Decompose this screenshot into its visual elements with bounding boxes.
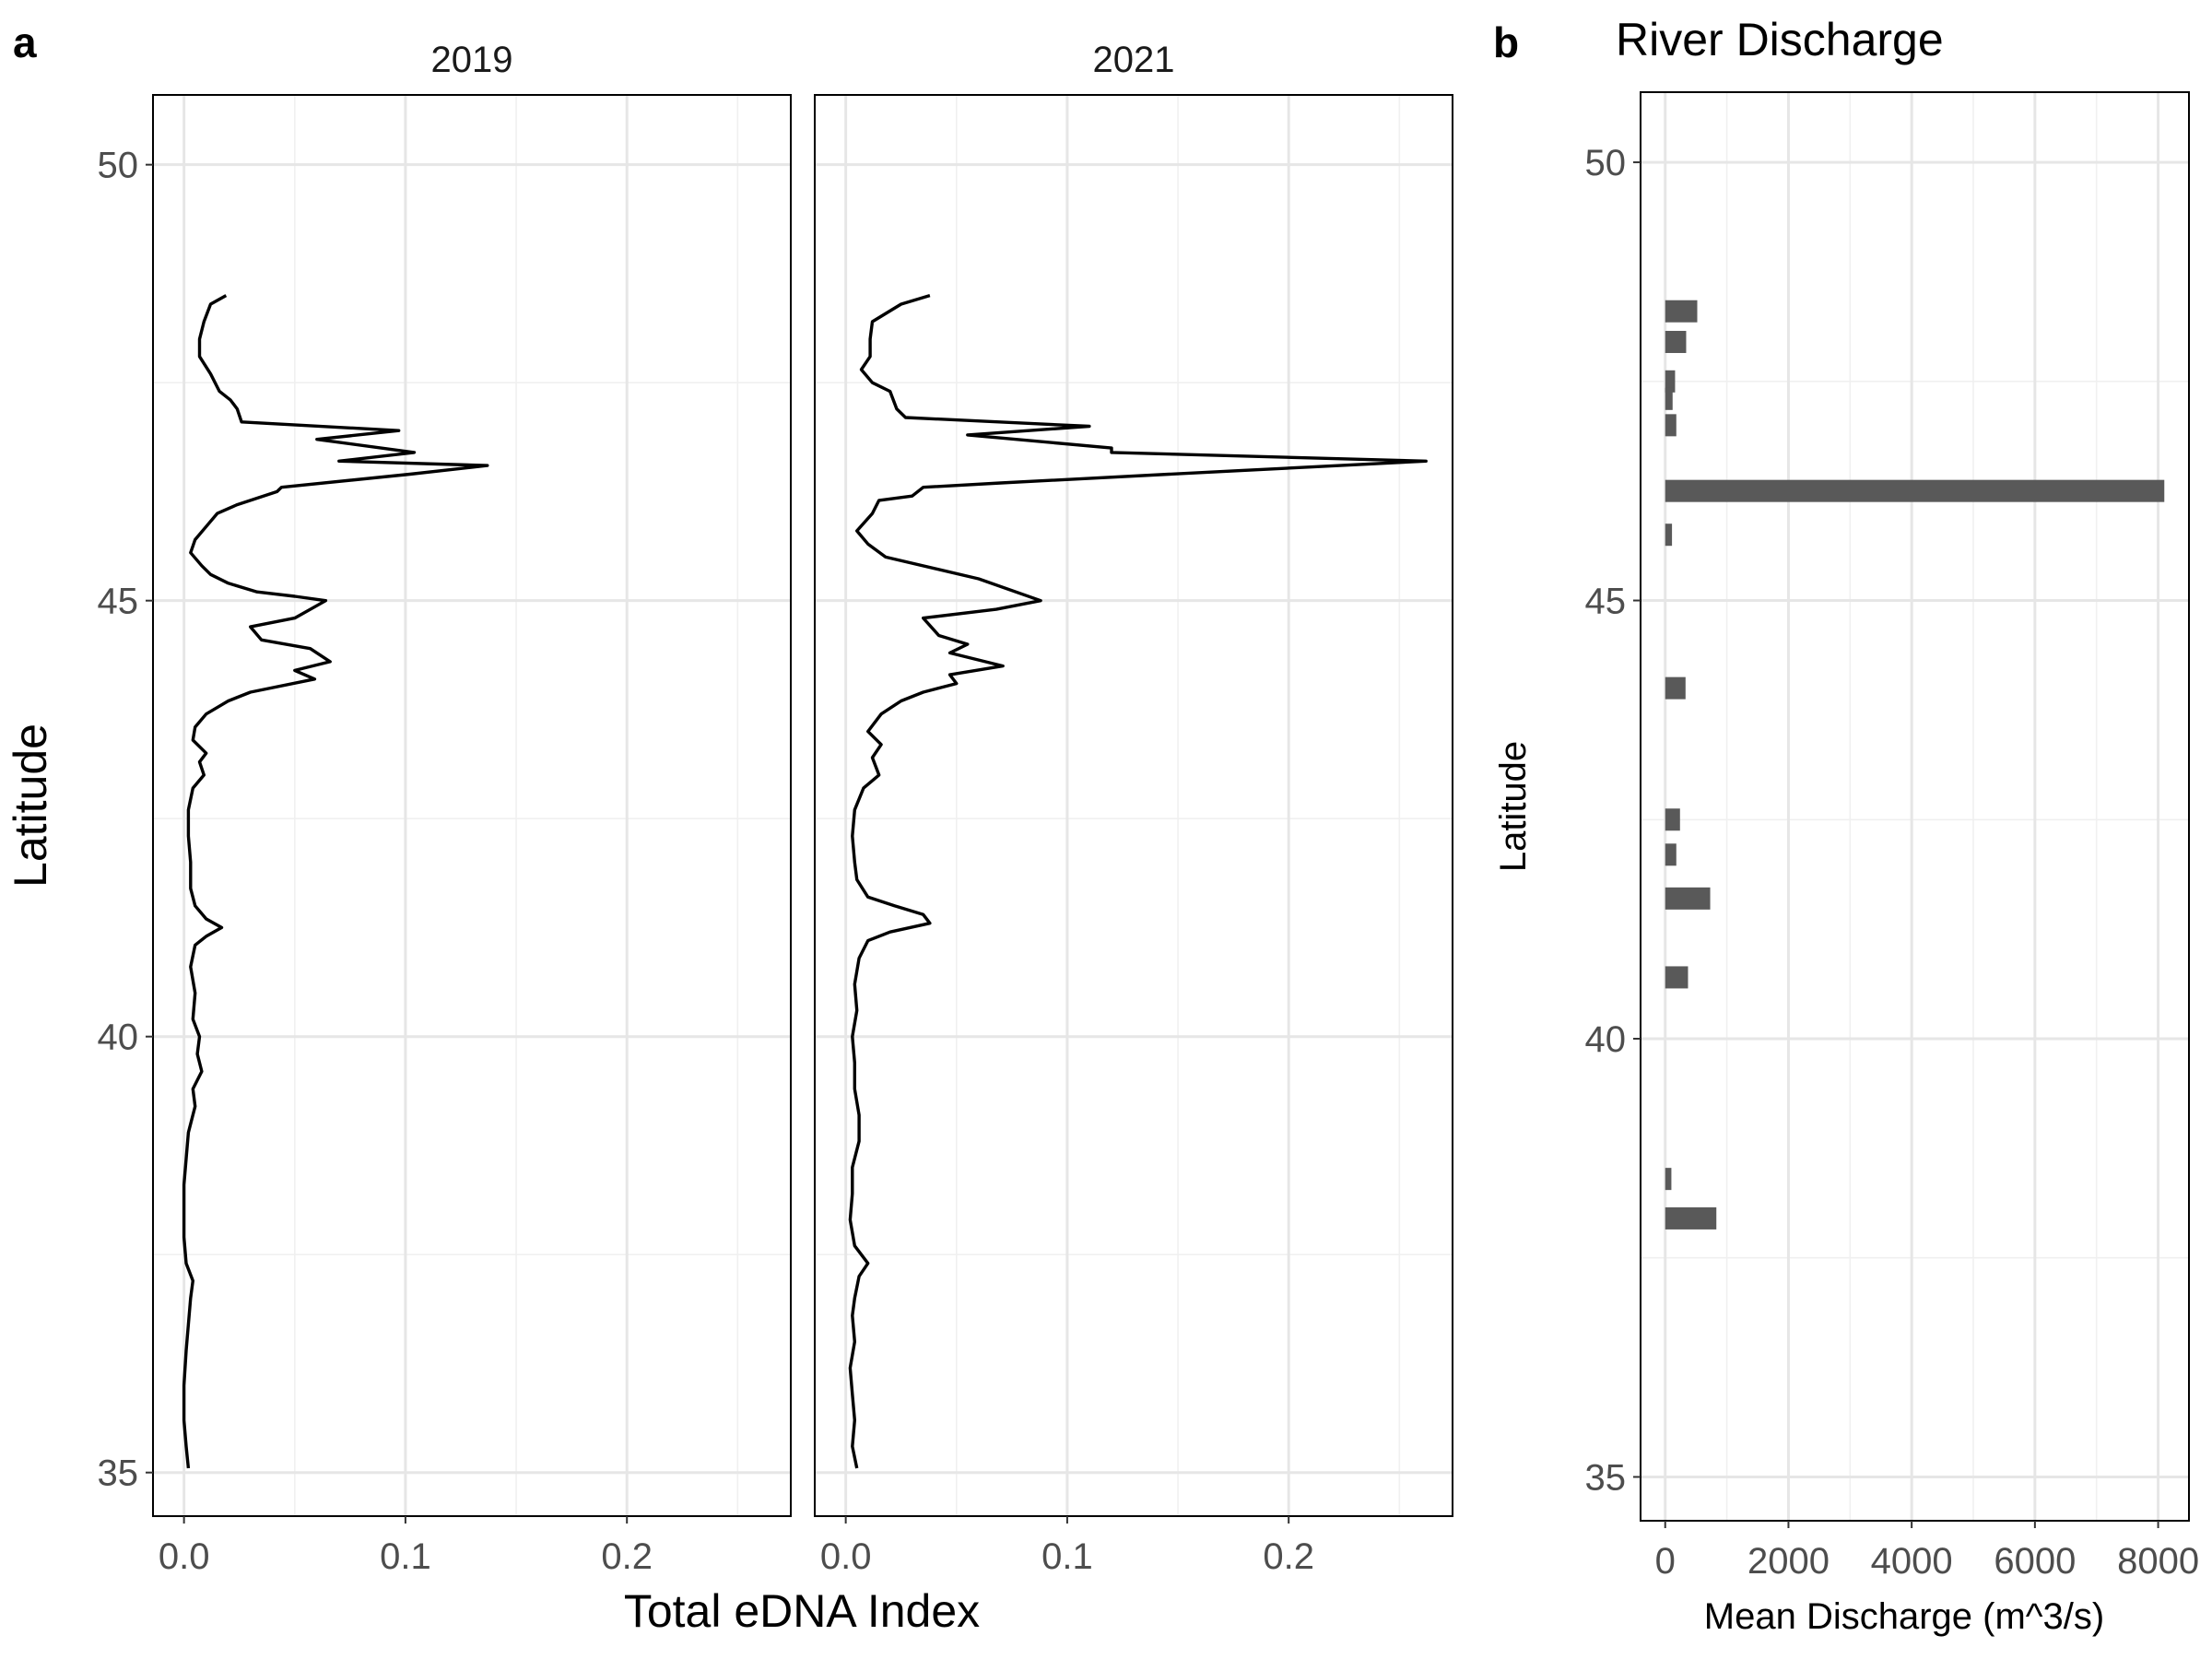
discharge-bar <box>1665 966 1688 989</box>
y-tick-label: 40 <box>98 1018 139 1058</box>
y-tick-label: 35 <box>98 1453 139 1494</box>
facet-2021-grid <box>815 95 1453 1516</box>
discharge-bar <box>1665 808 1680 831</box>
x-tick-label-discharge: 0 <box>1655 1541 1676 1582</box>
discharge-bar <box>1665 524 1673 547</box>
facet-label-2021: 2021 <box>1093 40 1175 80</box>
discharge-bar <box>1665 843 1677 866</box>
panel-a-letter: a <box>13 18 37 66</box>
x-tick-label-discharge: 4000 <box>1871 1541 1953 1582</box>
series-line-2021 <box>848 293 1428 1469</box>
facet-2021-line-layer <box>848 293 1428 1469</box>
x-tick-label-2021: 0.2 <box>1263 1536 1314 1577</box>
x-tick-label-2019: 0.2 <box>601 1536 653 1577</box>
x-tick-label-discharge: 6000 <box>1994 1541 2076 1582</box>
panel-a-x-axis-title: Total eDNA Index <box>624 1585 980 1637</box>
x-tick-label-discharge: 2000 <box>1747 1541 1830 1582</box>
panel-b-x-axis-title: Mean Discharge (m^3/s) <box>1704 1596 2104 1637</box>
y-tick-label-discharge: 35 <box>1585 1457 1627 1498</box>
x-tick-label-2021: 0.0 <box>820 1536 872 1577</box>
panel-b-axes: 0 2000 4000 6000 8000 35 40 45 50 <box>1585 143 2200 1582</box>
x-tick-label-2021: 0.1 <box>1041 1536 1093 1577</box>
facet-2019-frame <box>152 94 792 1517</box>
y-tick-label-discharge: 45 <box>1585 582 1627 622</box>
x-tick-label-2019: 0.0 <box>159 1536 210 1577</box>
panel-b-y-axis-title: Latitude <box>1493 741 1534 872</box>
x-tick-label-2019: 0.1 <box>380 1536 431 1577</box>
x-tick-label-discharge: 8000 <box>2117 1541 2199 1582</box>
discharge-bar <box>1665 300 1698 323</box>
discharge-bar <box>1665 370 1676 393</box>
y-tick-label-discharge: 40 <box>1585 1019 1627 1060</box>
discharge-bar <box>1665 479 2165 502</box>
discharge-bar-layer <box>1665 300 2165 1230</box>
discharge-grid <box>1641 92 2189 1521</box>
discharge-bar <box>1665 1168 1672 1191</box>
discharge-bar <box>1665 1206 1717 1230</box>
facet-2019-line-layer <box>182 294 489 1469</box>
panel-b-title: River Discharge <box>1616 14 1944 65</box>
panel-b-letter: b <box>1493 18 1519 66</box>
discharge-bar <box>1665 414 1677 437</box>
facet-2019-grid <box>153 95 791 1516</box>
panel-a-y-axis-title: Latitude <box>5 724 56 888</box>
discharge-bar <box>1665 331 1687 354</box>
y-tick-label-discharge: 50 <box>1585 143 1627 183</box>
discharge-bar <box>1665 387 1673 410</box>
series-line-2019 <box>182 294 489 1469</box>
y-tick-label: 50 <box>98 146 139 186</box>
y-tick-label: 45 <box>98 582 139 622</box>
facet-label-2019: 2019 <box>431 40 513 80</box>
discharge-frame <box>1640 91 2190 1522</box>
discharge-bar <box>1665 887 1711 910</box>
discharge-bar <box>1665 677 1686 700</box>
facet-2021-frame <box>814 94 1453 1517</box>
panel-a-axes: 0.0 0.1 0.2 0.0 0.1 0.2 35 40 45 50 <box>98 146 1314 1577</box>
